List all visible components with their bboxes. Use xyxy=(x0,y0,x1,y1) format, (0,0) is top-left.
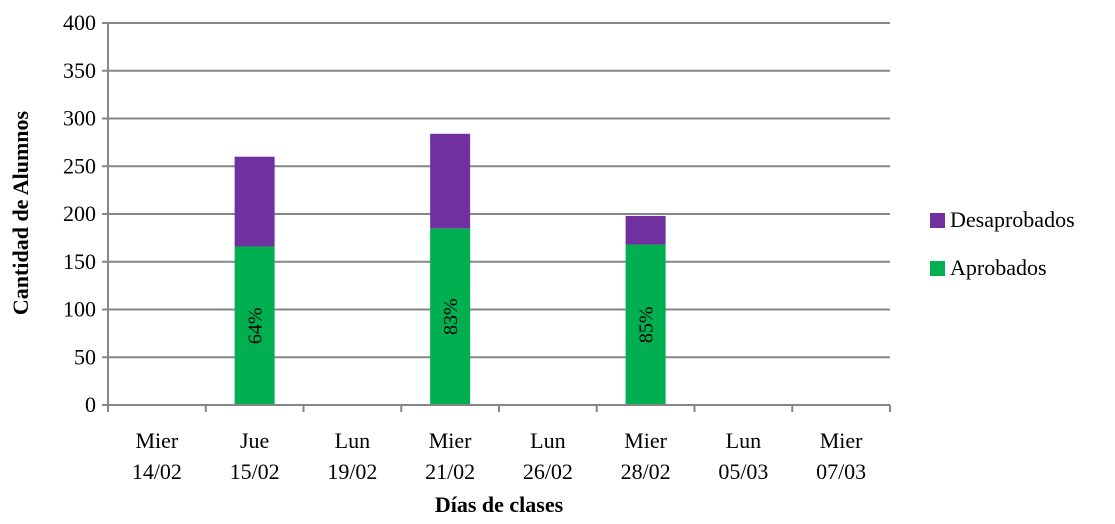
x-tick-label: Lun 26/02 xyxy=(523,428,573,484)
y-tick-label: 50 xyxy=(74,344,96,369)
x-tick-label-line: 19/02 xyxy=(327,459,377,484)
y-tick-label: 400 xyxy=(63,10,96,35)
x-tick-label: Mier 21/02 xyxy=(425,428,475,484)
x-tick-label-line: 07/03 xyxy=(816,459,866,484)
bar-desaprobados xyxy=(430,133,471,229)
x-tick-label-line: Mier xyxy=(429,428,472,453)
x-tick-label-line: 14/02 xyxy=(132,459,182,484)
y-tick-label: 250 xyxy=(63,153,96,178)
x-tick-label: Mier 07/03 xyxy=(816,428,866,484)
bar-desaprobados xyxy=(625,215,666,245)
x-tick-label-line: Jue xyxy=(240,428,269,453)
y-tick-label: 100 xyxy=(63,297,96,322)
y-axis-title: Cantidad de Alumnos xyxy=(8,110,33,315)
bar-aprobados xyxy=(234,246,275,405)
x-tick-label: Lun 19/02 xyxy=(327,428,377,484)
gridlines xyxy=(108,22,890,359)
x-tick-label: Mier 28/02 xyxy=(621,428,671,484)
legend: Desaprobados Aprobados xyxy=(930,207,1075,280)
data-label: 85% xyxy=(636,306,658,343)
data-label: 83% xyxy=(440,298,462,335)
bar-aprobados xyxy=(430,228,471,405)
x-tick-label-line: Mier xyxy=(135,428,178,453)
x-tick-label-line: 28/02 xyxy=(621,459,671,484)
x-tick-label-line: Lun xyxy=(530,428,565,453)
x-axis-title: Días de clases xyxy=(435,492,564,517)
x-tick-label-line: Mier xyxy=(624,428,667,453)
y-tick-label: 200 xyxy=(63,201,96,226)
x-tick-label-line: Mier xyxy=(820,428,863,453)
x-tick-label: Jue 15/02 xyxy=(230,428,280,484)
x-tick-label: Lun 05/03 xyxy=(718,428,768,484)
legend-label: Aprobados xyxy=(950,255,1047,280)
axes xyxy=(102,22,891,412)
data-label: 64% xyxy=(245,307,267,344)
x-tick-label-line: 05/03 xyxy=(718,459,768,484)
y-tick-label: 300 xyxy=(63,106,96,131)
x-tick-label-line: 15/02 xyxy=(230,459,280,484)
bar-desaprobados xyxy=(234,156,275,247)
bar-aprobados xyxy=(625,244,666,405)
legend-swatch xyxy=(930,213,945,228)
y-tick-label: 350 xyxy=(63,58,96,83)
legend-swatch xyxy=(930,261,945,276)
x-tick-label-line: Lun xyxy=(335,428,370,453)
x-tick-label-line: 26/02 xyxy=(523,459,573,484)
x-tick-label-line: Lun xyxy=(726,428,761,453)
bars xyxy=(234,133,666,405)
legend-label: Desaprobados xyxy=(950,207,1075,232)
y-tick-label: 0 xyxy=(85,392,96,417)
y-tick-label: 150 xyxy=(63,249,96,274)
x-tick-label: Mier 14/02 xyxy=(132,428,182,484)
x-tick-label-line: 21/02 xyxy=(425,459,475,484)
labels: 0 50 100 150 200 250 300 350 400 Mier 14/02 Jue 15/0… xyxy=(63,10,866,484)
